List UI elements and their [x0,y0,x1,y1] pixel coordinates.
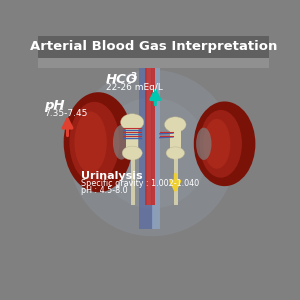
Ellipse shape [69,102,119,183]
Text: Urinalysis: Urinalysis [81,171,142,181]
Ellipse shape [121,114,144,131]
Ellipse shape [164,117,186,132]
Ellipse shape [74,112,107,173]
Ellipse shape [196,128,212,160]
Bar [152,51,160,229]
Text: HCO: HCO [106,73,138,85]
Circle shape [97,98,208,208]
Ellipse shape [64,92,133,192]
Bar [131,152,134,206]
Bar [139,51,153,229]
Text: pH : 4.5-8.0: pH : 4.5-8.0 [81,186,127,195]
Ellipse shape [122,146,142,160]
Bar [38,58,269,68]
Ellipse shape [203,119,230,169]
Ellipse shape [200,110,242,178]
Bar [126,121,138,153]
Ellipse shape [113,125,130,160]
Text: Specific gravity : 1.002-1.040: Specific gravity : 1.002-1.040 [81,179,199,188]
Bar [174,152,178,206]
Bar [145,67,155,206]
Circle shape [69,70,236,236]
Bar [38,36,269,58]
Text: 22-26 mEq/L: 22-26 mEq/L [106,83,163,92]
Ellipse shape [166,147,184,159]
Bar [170,124,181,153]
Text: 3: 3 [131,72,137,81]
Text: pH: pH [44,99,65,112]
Text: 7.35-7.45: 7.35-7.45 [44,109,88,118]
Text: Arterial Blood Gas Interpretation: Arterial Blood Gas Interpretation [30,40,278,53]
Ellipse shape [194,101,255,186]
Bar [147,67,152,206]
